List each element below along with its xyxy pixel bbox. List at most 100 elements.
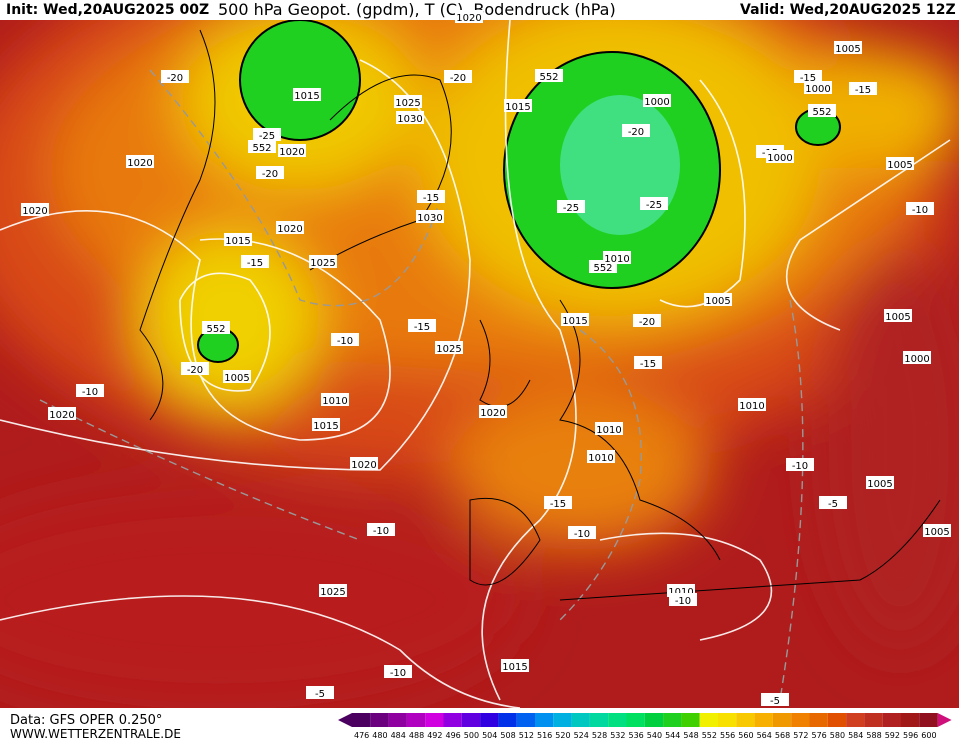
label-bg <box>561 313 589 326</box>
contour-label: -20 <box>633 314 661 328</box>
contour-label-text: 1010 <box>739 401 764 412</box>
contour-label-text: -15 <box>414 322 430 333</box>
contour-label-text: 1025 <box>310 258 335 269</box>
label-bg <box>808 104 836 117</box>
label-bg <box>293 88 321 101</box>
contour-label-text: -10 <box>675 596 691 607</box>
colorbar-swatch <box>791 713 810 727</box>
colorbar-swatch <box>370 713 389 727</box>
label-bg <box>794 70 822 83</box>
contour-label: -15 <box>634 356 662 370</box>
label-bg <box>48 407 76 420</box>
label-bg <box>643 94 671 107</box>
contour-label-text: -10 <box>82 387 98 398</box>
contour-label: -10 <box>76 384 104 398</box>
contour-label-text: -20 <box>187 365 203 376</box>
contour-label-text: -15 <box>640 359 656 370</box>
contour-label: 1005 <box>923 524 951 538</box>
contour-label-text: -25 <box>563 203 579 214</box>
colorbar-tick-label: 496 <box>446 731 461 740</box>
contour-label: -15 <box>544 496 572 510</box>
colorbar-swatch <box>827 713 847 727</box>
label-bg <box>181 362 209 375</box>
contour-label-text: 1020 <box>480 408 505 419</box>
contour-label-text: 1000 <box>767 153 792 164</box>
contour-label-text: -10 <box>574 529 590 540</box>
colorbar-swatch <box>864 713 883 727</box>
contour-label-text: 1030 <box>417 213 442 224</box>
contour-label-text: 1005 <box>924 527 949 538</box>
contour-label-text: -25 <box>646 200 662 211</box>
contour-label-text: 1020 <box>351 460 376 471</box>
contour-label-text: 1005 <box>224 373 249 384</box>
contour-label-text: -20 <box>167 73 183 84</box>
label-bg <box>367 523 395 536</box>
colorbar-swatch <box>388 713 407 727</box>
contour-label: 1020 <box>48 407 76 421</box>
website: WWW.WETTERZENTRALE.DE <box>10 727 181 741</box>
contour-label: 1020 <box>21 203 49 217</box>
contour-label: -5 <box>761 693 789 707</box>
colorbar-tick-label: 520 <box>555 731 570 740</box>
contour-label: 1030 <box>396 111 424 125</box>
contour-label: 1015 <box>293 88 321 102</box>
contour-label-text: 1000 <box>904 354 929 365</box>
contour-label: -5 <box>306 686 334 700</box>
label-bg <box>396 111 424 124</box>
contour-label-text: -10 <box>337 336 353 347</box>
contour-label: 1005 <box>886 157 914 171</box>
contour-label: -15 <box>408 319 436 333</box>
contour-label: -10 <box>568 526 596 540</box>
label-bg <box>416 210 444 223</box>
contour-label-text: 552 <box>206 324 225 335</box>
contour-label: -25 <box>640 197 668 211</box>
colorbar-swatch <box>425 713 444 727</box>
contour-label-text: -20 <box>262 169 278 180</box>
label-bg <box>321 393 349 406</box>
label-bg <box>202 321 230 334</box>
colorbar-swatch <box>809 713 828 727</box>
label-bg <box>866 476 894 489</box>
colorbar-tick-label: 560 <box>738 731 753 740</box>
colorbar-tick-label: 576 <box>812 731 827 740</box>
contour-label: -25 <box>253 128 281 142</box>
colorbar-swatch <box>919 713 938 727</box>
label-bg <box>21 203 49 216</box>
label-bg <box>834 41 862 54</box>
contour-label: 1000 <box>804 81 832 95</box>
label-bg <box>248 140 276 153</box>
colorbar-swatch <box>535 713 554 727</box>
contour-label-text: 1005 <box>885 312 910 323</box>
contour-label-text: 1015 <box>562 316 587 327</box>
contour-label: 552 <box>248 140 276 154</box>
colorbar-swatch <box>406 713 426 727</box>
colorbar-tick-label: 600 <box>921 731 936 740</box>
label-bg <box>640 197 668 210</box>
contour-label: 1030 <box>416 210 444 224</box>
colorbar-tick-label: 484 <box>391 731 406 740</box>
contour-label-text: -15 <box>247 258 263 269</box>
label-bg <box>278 144 306 157</box>
contour-label: 1000 <box>903 351 931 365</box>
contour-label-text: 1005 <box>867 479 892 490</box>
colorbar-tick-label: 588 <box>866 731 881 740</box>
label-bg <box>331 333 359 346</box>
colorbar-swatch <box>718 713 737 727</box>
colorbar-tick-label: 508 <box>500 731 515 740</box>
contour-label-text: 1025 <box>395 98 420 109</box>
contour-label: 1005 <box>223 370 251 384</box>
colorbar-swatch <box>480 713 499 727</box>
contour-label: 552 <box>808 104 836 118</box>
contour-label-text: 1015 <box>502 662 527 673</box>
label-bg <box>634 356 662 369</box>
label-bg <box>306 686 334 699</box>
colorbar-swatch <box>736 713 755 727</box>
contour-label: 1020 <box>455 10 483 24</box>
contour-label: 1010 <box>321 393 349 407</box>
contour-label: -20 <box>622 124 650 138</box>
label-bg <box>224 233 252 246</box>
contour-label: -20 <box>444 70 472 84</box>
colorbar: 476 480 484 488 492 496 500 504 508 512 516 520 524 5… <box>338 713 952 740</box>
contour-label-text: -5 <box>770 696 780 707</box>
label-bg <box>595 422 623 435</box>
